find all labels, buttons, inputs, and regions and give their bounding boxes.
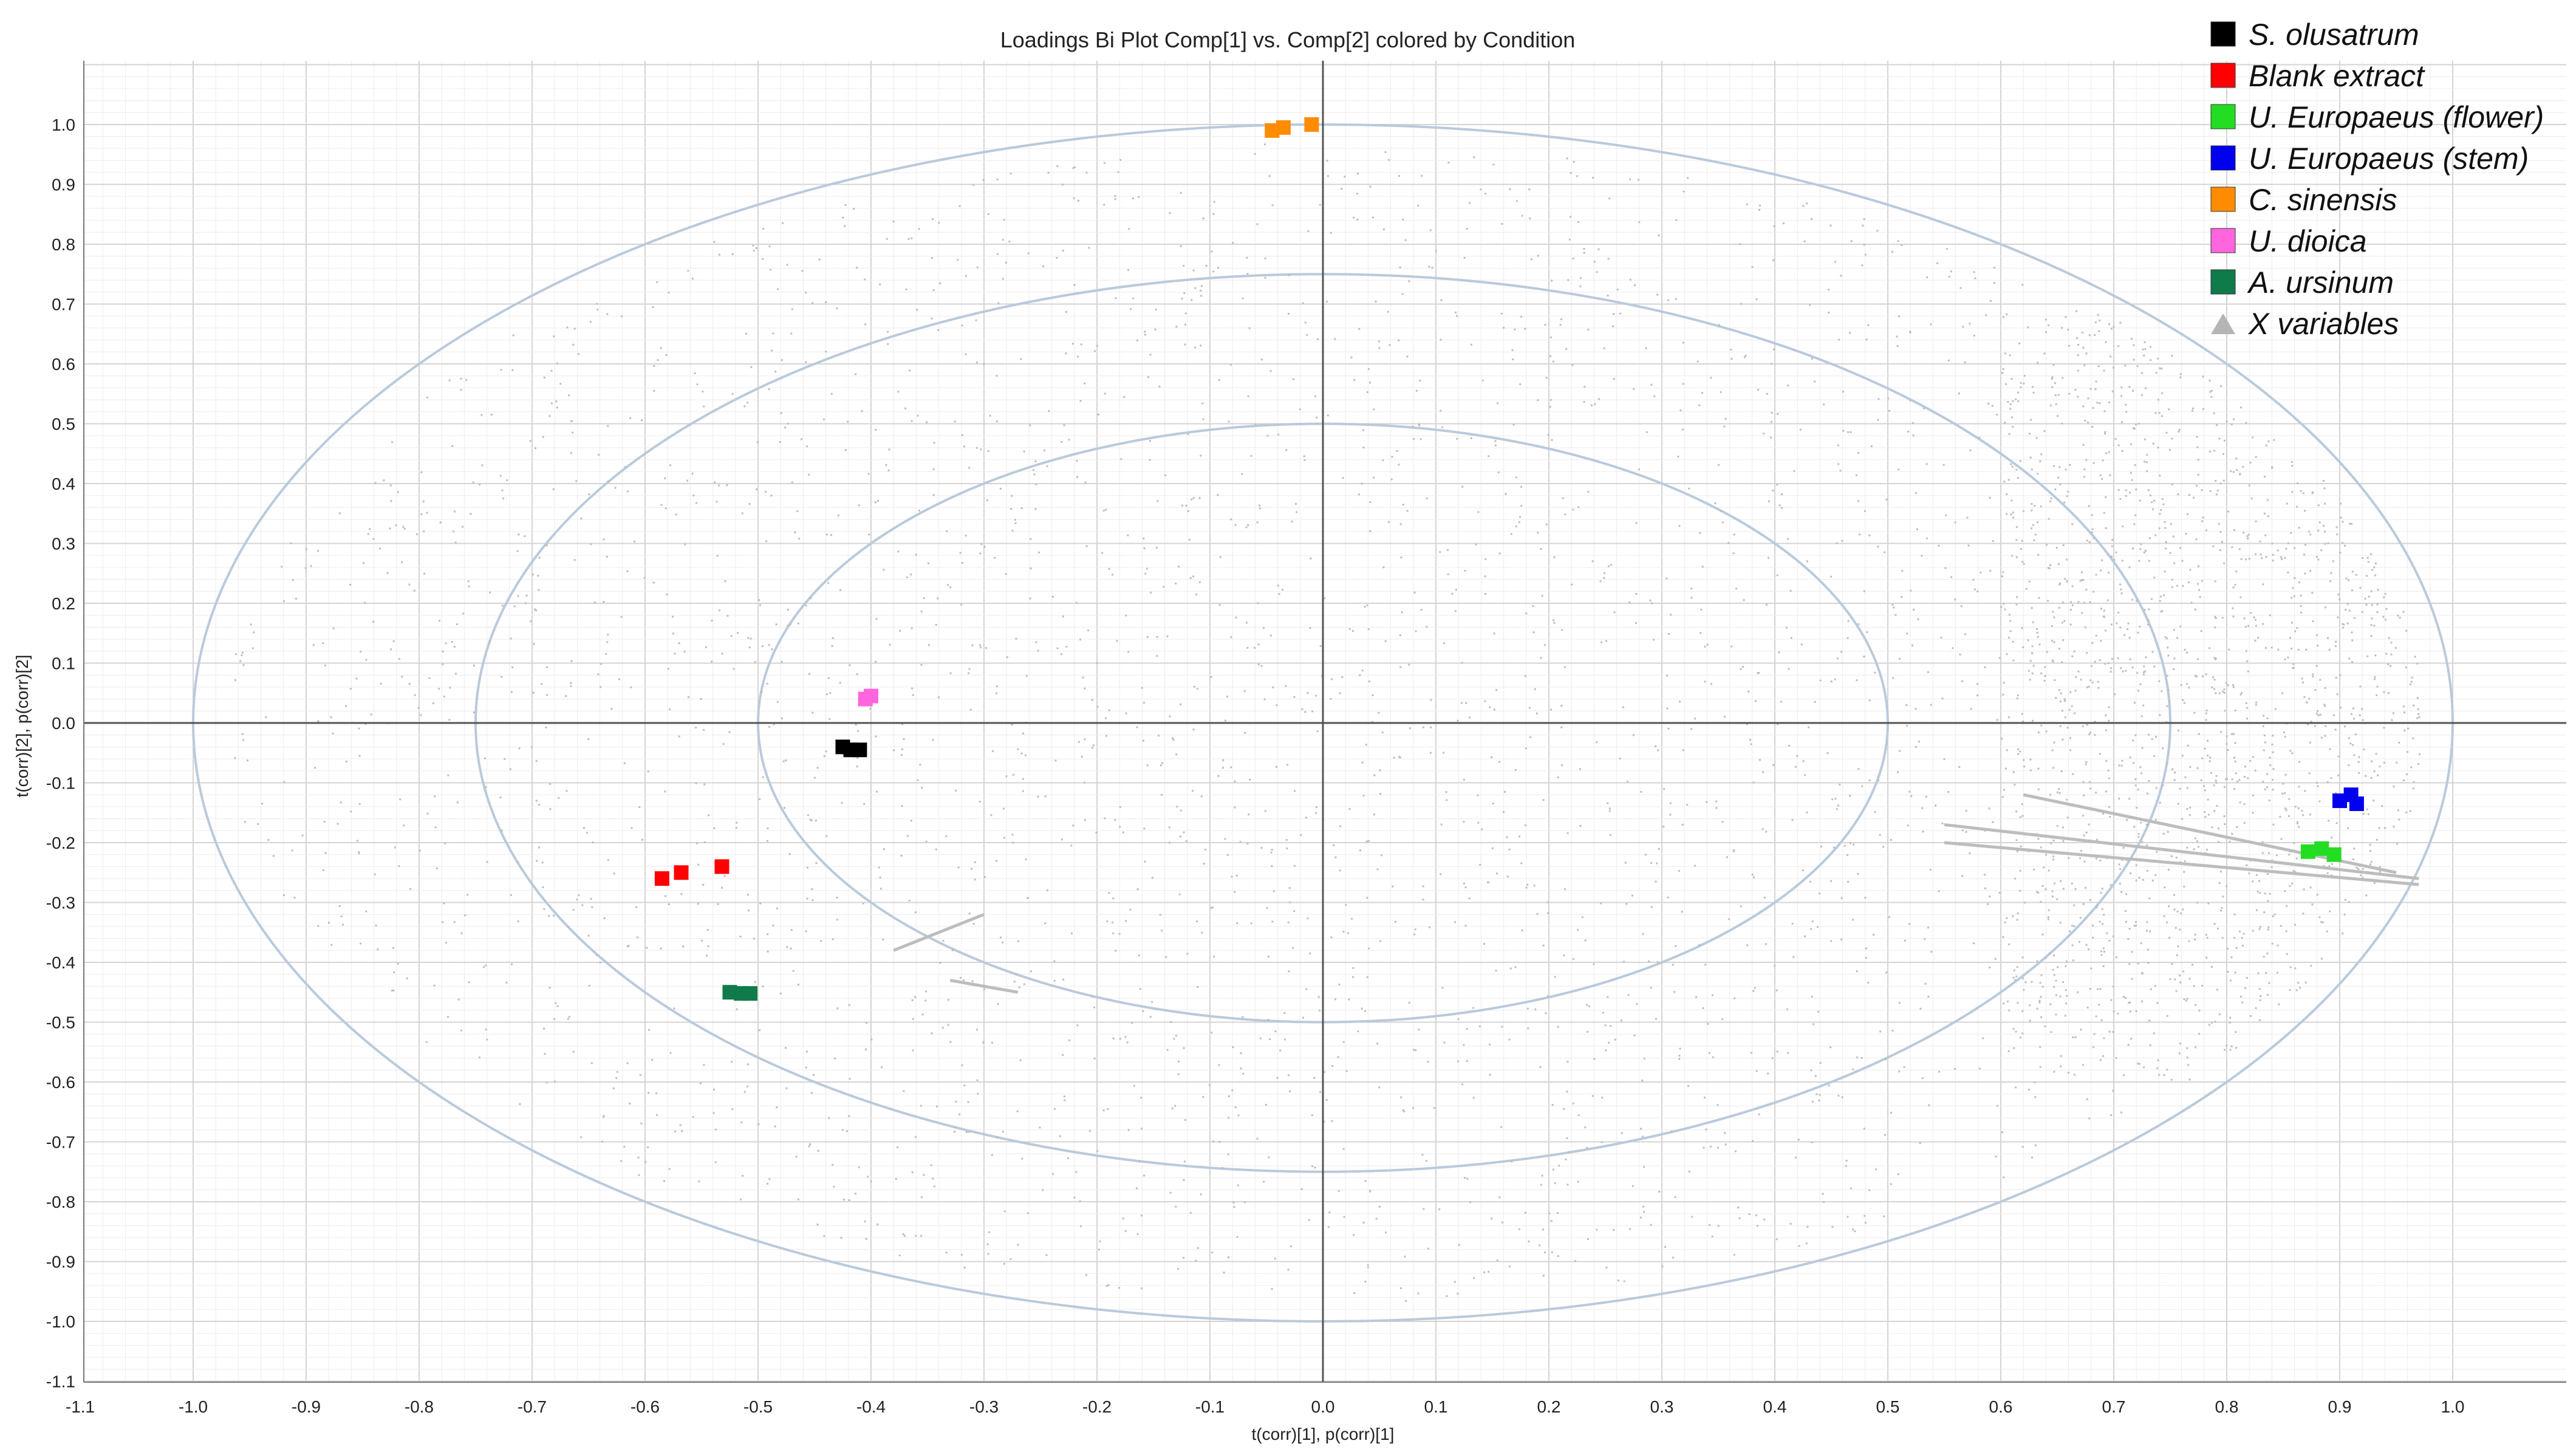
y-tick-label: 0.1 (52, 654, 75, 673)
data-point (2300, 844, 2315, 859)
x-tick-label: -0.7 (518, 1397, 547, 1416)
y-tick-label: 0.7 (52, 295, 75, 314)
y-tick-label: 0.3 (52, 535, 75, 553)
y-tick-label: -0.4 (46, 953, 75, 972)
x-tick-label: -1.0 (179, 1397, 208, 1416)
legend-label: S. olusatrum (2249, 18, 2419, 52)
x-tick-label: -0.1 (1195, 1397, 1225, 1416)
x-tick-label: 0.9 (2328, 1397, 2352, 1416)
x-tick-label: -0.8 (405, 1397, 434, 1416)
x-tick-label: -0.2 (1082, 1397, 1112, 1416)
data-point (2326, 847, 2342, 862)
y-tick-label: 0.5 (52, 415, 75, 434)
y-axis-title: t(corr)[2], p(corr)[2] (13, 655, 32, 798)
x-tick-label: 0.0 (1311, 1397, 1335, 1416)
legend-marker (2210, 228, 2236, 253)
x-tick-label: 0.2 (1537, 1397, 1561, 1416)
grid-lines (84, 61, 2566, 1382)
legend-label: U. dioica (2249, 224, 2367, 258)
y-tick-label: -0.1 (46, 774, 75, 793)
data-point (674, 865, 689, 880)
x-tick-label: 0.5 (1876, 1397, 1900, 1416)
data-point (714, 859, 729, 874)
data-point (654, 871, 669, 886)
x-variable-streak (1944, 841, 2419, 886)
x-tick-label: 0.1 (1424, 1397, 1448, 1416)
tick-labels: -1.1 -1.0 -0.9 -0.8 -0.7 -0.6 -0.5 -0.4 -0.3 -0.2… (46, 115, 2465, 1416)
x-tick-label: -0.6 (630, 1397, 660, 1416)
data-point (2314, 841, 2329, 856)
legend-label: A. ursinum (2247, 265, 2394, 300)
x-tick-label: -1.1 (66, 1397, 95, 1416)
x-variables-cloud (234, 143, 2421, 1303)
chart-title: Loadings Bi Plot Comp[1] vs. Comp[2] col… (1000, 27, 1576, 52)
y-tick-label: -0.9 (46, 1253, 75, 1272)
legend-marker (2210, 187, 2236, 212)
x-tick-label: 0.4 (1763, 1397, 1787, 1416)
y-tick-label: -0.5 (46, 1013, 75, 1032)
legend-label: U. Europaeus (stem) (2249, 142, 2529, 176)
data-point (742, 986, 757, 1001)
x-tick-label: -0.3 (969, 1397, 999, 1416)
legend-marker (2210, 145, 2236, 171)
y-tick-label: 1.0 (52, 115, 75, 134)
y-tick-label: -0.2 (46, 834, 75, 852)
x-tick-label: -0.4 (856, 1397, 886, 1416)
legend-label: C. sinensis (2249, 183, 2397, 217)
legend-marker (2210, 21, 2236, 47)
y-tick-label: -0.7 (46, 1133, 75, 1152)
x-tick-label: -0.5 (743, 1397, 773, 1416)
data-point (1276, 120, 1291, 135)
data-point (864, 688, 878, 704)
legend-marker (2210, 269, 2236, 295)
y-tick-label: -0.3 (46, 894, 75, 913)
data-point (852, 742, 867, 758)
legend-label: X variables (2248, 307, 2399, 341)
y-tick-label: -0.8 (46, 1193, 75, 1211)
y-tick-label: 0.8 (52, 235, 75, 254)
x-tick-label: 0.6 (1989, 1397, 2013, 1416)
y-tick-label: -1.0 (46, 1312, 75, 1331)
data-point (1304, 117, 1319, 132)
x-tick-label: 0.8 (2215, 1397, 2239, 1416)
y-tick-label: 0.4 (52, 474, 75, 493)
series-markers (654, 117, 2364, 1001)
legend-label: U. Europaeus (flower) (2249, 100, 2544, 134)
x-tick-label: 0.7 (2102, 1397, 2126, 1416)
y-tick-label: 0.2 (52, 594, 75, 613)
y-tick-label: 0.0 (52, 714, 75, 733)
legend-marker (2210, 63, 2236, 88)
y-tick-label: 0.6 (52, 355, 75, 374)
x-variable-streak (893, 913, 985, 952)
y-tick-label: 0.9 (52, 176, 75, 194)
data-point (2349, 796, 2364, 811)
y-tick-label: -0.6 (46, 1073, 75, 1092)
x-tick-label: 1.0 (2441, 1397, 2465, 1416)
legend-label: Blank extract (2249, 59, 2425, 93)
x-variable-streak (1944, 823, 2419, 880)
x-tick-label: -0.9 (292, 1397, 321, 1416)
axes (83, 61, 2566, 1383)
legend-marker (2211, 313, 2235, 334)
y-tick-label: -1.1 (46, 1372, 75, 1391)
x-axis-title: t(corr)[1], p(corr)[1] (1252, 1425, 1395, 1443)
x-variable-streak (949, 979, 1019, 994)
legend-marker (2210, 104, 2236, 129)
x-tick-label: 0.3 (1650, 1397, 1674, 1416)
legend: S. olusatrum Blank extract U. Europaeus (f… (2210, 18, 2544, 341)
